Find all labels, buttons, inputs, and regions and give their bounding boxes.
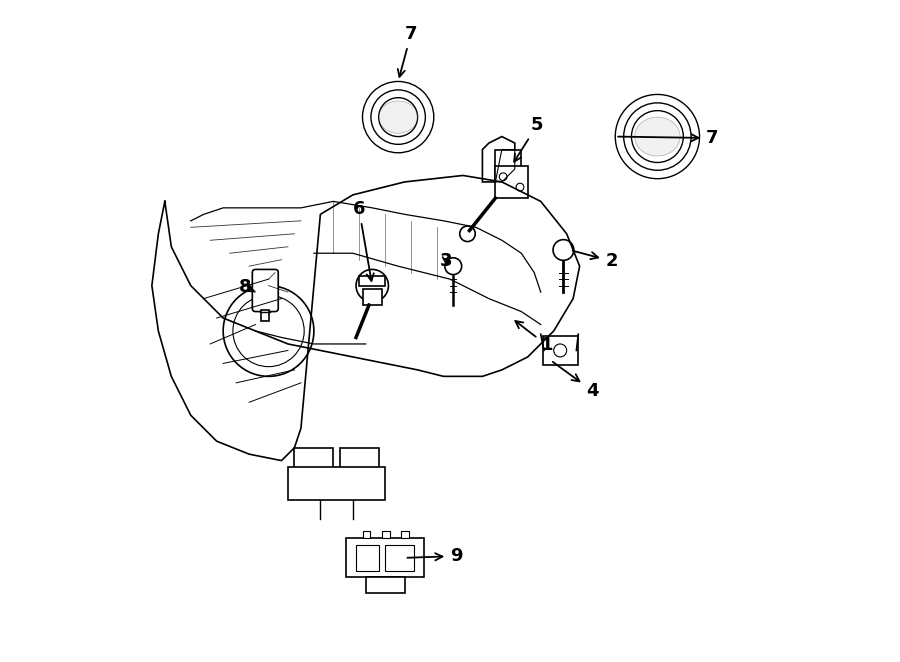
FancyBboxPatch shape: [385, 545, 414, 571]
Ellipse shape: [634, 117, 680, 156]
Ellipse shape: [379, 101, 418, 133]
Text: 1: 1: [516, 321, 554, 354]
FancyBboxPatch shape: [365, 577, 405, 594]
FancyBboxPatch shape: [346, 538, 424, 577]
FancyBboxPatch shape: [294, 448, 333, 473]
Circle shape: [554, 344, 567, 357]
Text: 6: 6: [353, 201, 374, 281]
FancyBboxPatch shape: [382, 531, 390, 538]
FancyBboxPatch shape: [401, 531, 410, 538]
Text: 8: 8: [239, 278, 255, 296]
FancyBboxPatch shape: [252, 269, 278, 312]
Text: 4: 4: [553, 362, 599, 400]
FancyBboxPatch shape: [363, 289, 382, 305]
FancyBboxPatch shape: [359, 276, 385, 285]
Circle shape: [445, 258, 462, 275]
FancyBboxPatch shape: [543, 336, 578, 365]
Text: 9: 9: [408, 547, 463, 565]
FancyBboxPatch shape: [288, 467, 385, 500]
Text: 5: 5: [514, 116, 544, 162]
Text: 2: 2: [572, 251, 618, 270]
FancyBboxPatch shape: [495, 150, 521, 182]
FancyBboxPatch shape: [356, 545, 379, 571]
FancyBboxPatch shape: [363, 531, 370, 538]
FancyBboxPatch shape: [495, 166, 527, 198]
Text: 3: 3: [440, 252, 453, 270]
FancyBboxPatch shape: [261, 310, 269, 321]
Text: 7: 7: [398, 25, 417, 77]
Circle shape: [460, 226, 475, 242]
FancyBboxPatch shape: [340, 448, 379, 473]
Circle shape: [553, 240, 574, 260]
Text: 7: 7: [618, 129, 718, 147]
Polygon shape: [482, 136, 515, 182]
